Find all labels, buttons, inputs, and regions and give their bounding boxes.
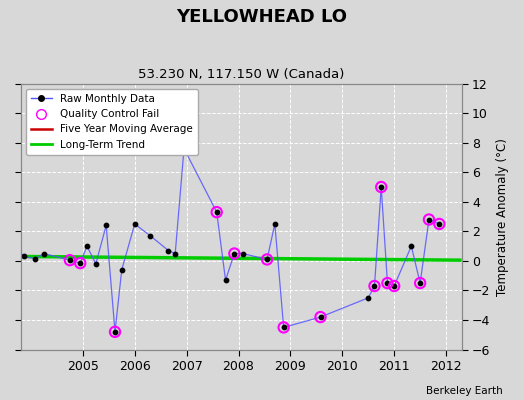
Point (180, 145, 188, 152)
Point (146, 232, 155, 239)
Point (383, 280, 391, 286)
Point (377, 184, 386, 190)
Point (213, 209, 221, 215)
Point (390, 283, 398, 289)
Point (31, 256, 39, 262)
Point (230, 250, 238, 257)
Point (171, 250, 179, 257)
Point (377, 184, 386, 190)
Point (213, 209, 221, 215)
Point (66, 257, 74, 263)
Text: YELLOWHEAD LO: YELLOWHEAD LO (177, 8, 347, 26)
Point (263, 256, 271, 263)
Point (180, 145, 188, 152)
Point (416, 280, 424, 286)
Point (83, 243, 91, 249)
Point (130, 221, 139, 227)
Point (111, 329, 119, 335)
Y-axis label: Temperature Anomaly (°C): Temperature Anomaly (°C) (496, 138, 509, 296)
Point (102, 222, 111, 229)
Point (425, 216, 433, 223)
Point (20, 253, 28, 260)
Point (230, 250, 238, 257)
Point (316, 314, 325, 320)
Point (238, 250, 247, 257)
Point (370, 283, 379, 289)
Point (390, 283, 398, 289)
Point (40, 250, 48, 257)
Point (221, 277, 230, 283)
Point (263, 256, 271, 263)
Point (76, 260, 84, 266)
Point (279, 324, 288, 331)
Point (364, 295, 373, 301)
Point (279, 324, 288, 331)
Point (14, 247, 22, 254)
Title: 53.230 N, 117.150 W (Canada): 53.230 N, 117.150 W (Canada) (138, 68, 344, 81)
Text: Berkeley Earth: Berkeley Earth (427, 386, 503, 396)
Point (92, 261, 100, 267)
Point (117, 266, 126, 273)
Point (383, 280, 391, 286)
Point (416, 280, 424, 286)
Point (111, 329, 119, 335)
Point (316, 314, 325, 320)
Legend: Raw Monthly Data, Quality Control Fail, Five Year Moving Average, Long-Term Tren: Raw Monthly Data, Quality Control Fail, … (26, 89, 198, 155)
Point (270, 221, 279, 227)
Point (435, 221, 443, 227)
Point (425, 216, 433, 223)
Point (435, 221, 443, 227)
Point (164, 247, 172, 254)
Point (76, 260, 84, 266)
Point (370, 283, 379, 289)
Point (407, 243, 416, 249)
Point (66, 257, 74, 263)
